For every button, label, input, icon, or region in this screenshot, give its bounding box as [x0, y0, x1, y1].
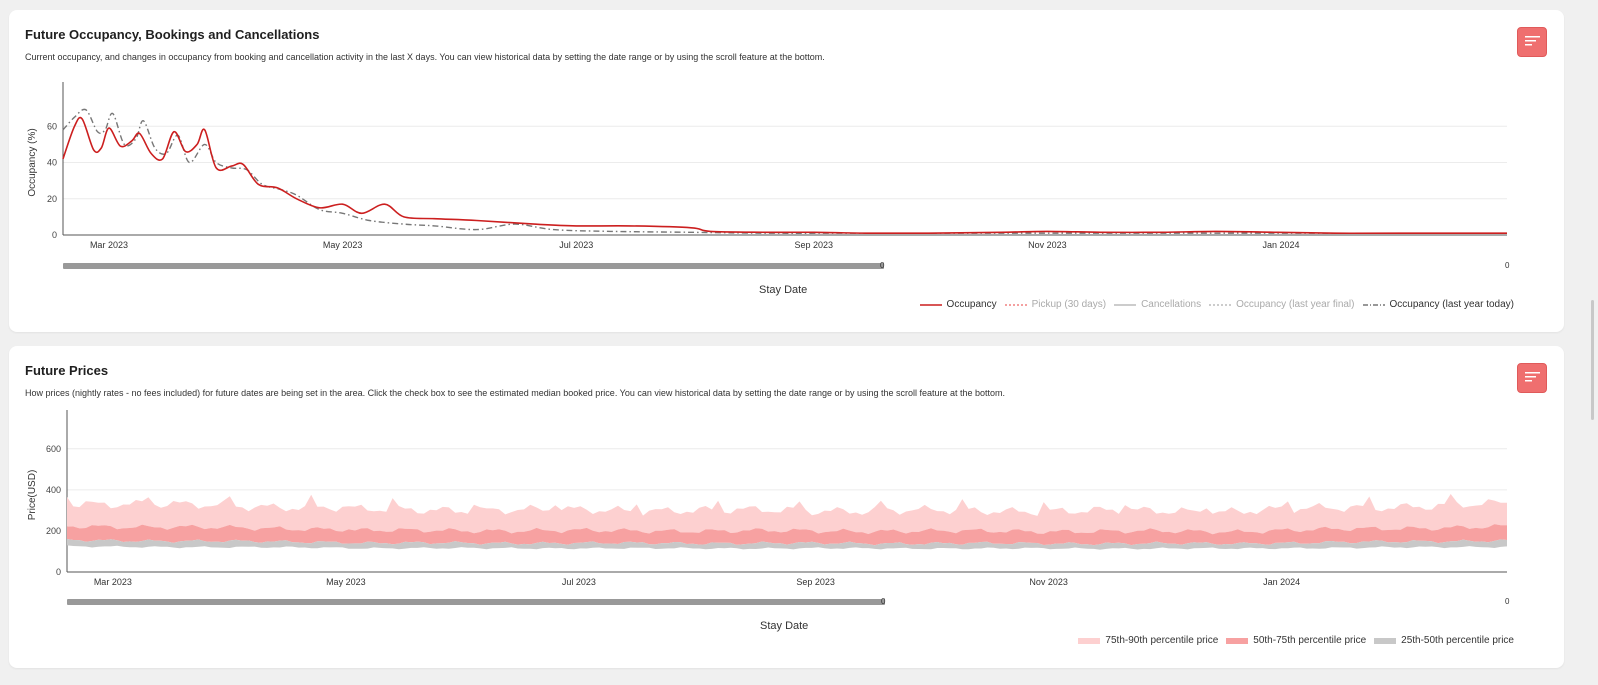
- y-tick-label: 600: [46, 444, 61, 454]
- prices-chart: 0 200 400 600 Mar 2023 May 2023 Jul 2023 Sep 20…: [27, 410, 1507, 587]
- y-tick-label: 60: [47, 121, 57, 131]
- card-subtitle: How prices (nightly rates - no fees incl…: [25, 388, 1006, 398]
- x-axis-title: Stay Date: [759, 284, 808, 296]
- card-subtitle: Current occupancy, and changes in occupa…: [25, 52, 825, 62]
- legend-label: 75th-90th percentile price: [1105, 635, 1219, 646]
- y-tick-label: 200: [46, 526, 61, 536]
- y-tick-label: 0: [52, 230, 57, 240]
- series-line-occupancy: [62, 116, 1507, 235]
- card-title: Future Prices: [25, 363, 109, 378]
- legend: 75th-90th percentile price 50th-75th perc…: [1078, 635, 1514, 646]
- x-tick-label: Jan 2024: [1262, 240, 1299, 250]
- legend-item[interactable]: Occupancy (last year final): [1209, 299, 1355, 310]
- occupancy-chart: 0 20 40 60 Mar 2023 May 2023 Jul 2023 Sep 2023 N…: [27, 82, 1507, 250]
- x-tick-label: Jan 2024: [1263, 577, 1300, 587]
- legend-swatch: [919, 303, 942, 306]
- range-slider-max-handle[interactable]: 0: [1505, 261, 1510, 270]
- legend-label: 50th-75th percentile price: [1253, 635, 1367, 646]
- y-tick-label: 400: [46, 485, 61, 495]
- legend-swatch: [1209, 303, 1232, 306]
- legend: Occupancy Pickup (30 days) Cancellations Oc…: [919, 299, 1515, 310]
- y-axis-title: Price(USD): [27, 470, 38, 521]
- area-band-50-75: [67, 524, 1507, 546]
- x-tick-label: Jul 2023: [559, 240, 593, 250]
- card-title: Future Occupancy, Bookings and Cancellat…: [25, 27, 320, 42]
- area-band-25-50: [67, 539, 1507, 550]
- prices-card: Future Prices How prices (nightly rates …: [9, 346, 1564, 668]
- sort-lines-icon: [1525, 372, 1540, 382]
- x-tick-label: Nov 2023: [1029, 577, 1068, 587]
- legend-item[interactable]: 75th-90th percentile price: [1078, 635, 1218, 646]
- legend-label: Occupancy (last year today): [1389, 299, 1515, 310]
- legend-label: 25th-50th percentile price: [1401, 635, 1514, 646]
- range-slider[interactable]: [63, 263, 884, 269]
- range-slider-min-handle[interactable]: 0: [880, 261, 885, 270]
- x-tick-label: Mar 2023: [94, 577, 132, 587]
- y-tick-label: 20: [47, 194, 57, 204]
- x-tick-label: Sep 2023: [794, 240, 833, 250]
- legend-item[interactable]: 50th-75th percentile price: [1226, 635, 1366, 646]
- x-tick-label: May 2023: [323, 240, 363, 250]
- page-scrollbar[interactable]: [1591, 300, 1594, 420]
- legend-swatch: [1114, 303, 1137, 306]
- legend-item[interactable]: Occupancy: [919, 299, 997, 310]
- x-axis-title: Stay Date: [760, 620, 809, 632]
- area-band-75-90: [67, 494, 1507, 535]
- legend-label: Occupancy (last year final): [1236, 299, 1355, 310]
- legend-swatch: [1362, 303, 1385, 306]
- legend-swatch: [1226, 637, 1249, 644]
- x-tick-label: Sep 2023: [796, 577, 835, 587]
- range-slider-max-handle[interactable]: 0: [1505, 597, 1510, 606]
- y-tick-label: 40: [47, 158, 57, 168]
- x-tick-label: Mar 2023: [90, 240, 128, 250]
- x-tick-label: May 2023: [326, 577, 366, 587]
- legend-swatch: [1004, 303, 1027, 306]
- legend-item[interactable]: Pickup (30 days): [1004, 299, 1107, 310]
- range-slider-min-handle[interactable]: 0: [881, 597, 886, 606]
- occupancy-card: Future Occupancy, Bookings and Cancellat…: [9, 10, 1564, 332]
- x-tick-label: Jul 2023: [562, 577, 596, 587]
- legend-item[interactable]: 25th-50th percentile price: [1374, 635, 1514, 646]
- chart-menu-button[interactable]: [1517, 27, 1547, 57]
- legend-label: Pickup (30 days): [1031, 299, 1107, 310]
- legend-label: Occupancy: [946, 299, 997, 310]
- legend-item[interactable]: Occupancy (last year today): [1362, 299, 1515, 310]
- legend-item[interactable]: Cancellations: [1114, 299, 1201, 310]
- sort-lines-icon: [1525, 36, 1540, 46]
- y-tick-label: 0: [56, 567, 61, 577]
- legend-swatch: [1374, 637, 1397, 644]
- range-slider[interactable]: [67, 599, 885, 605]
- legend-swatch: [1078, 637, 1101, 644]
- series-line-occupancy-last-year-today: [62, 108, 1507, 234]
- x-tick-label: Nov 2023: [1028, 240, 1067, 250]
- legend-label: Cancellations: [1141, 299, 1202, 310]
- chart-menu-button[interactable]: [1517, 363, 1547, 393]
- y-axis-title: Occupancy (%): [27, 128, 38, 196]
